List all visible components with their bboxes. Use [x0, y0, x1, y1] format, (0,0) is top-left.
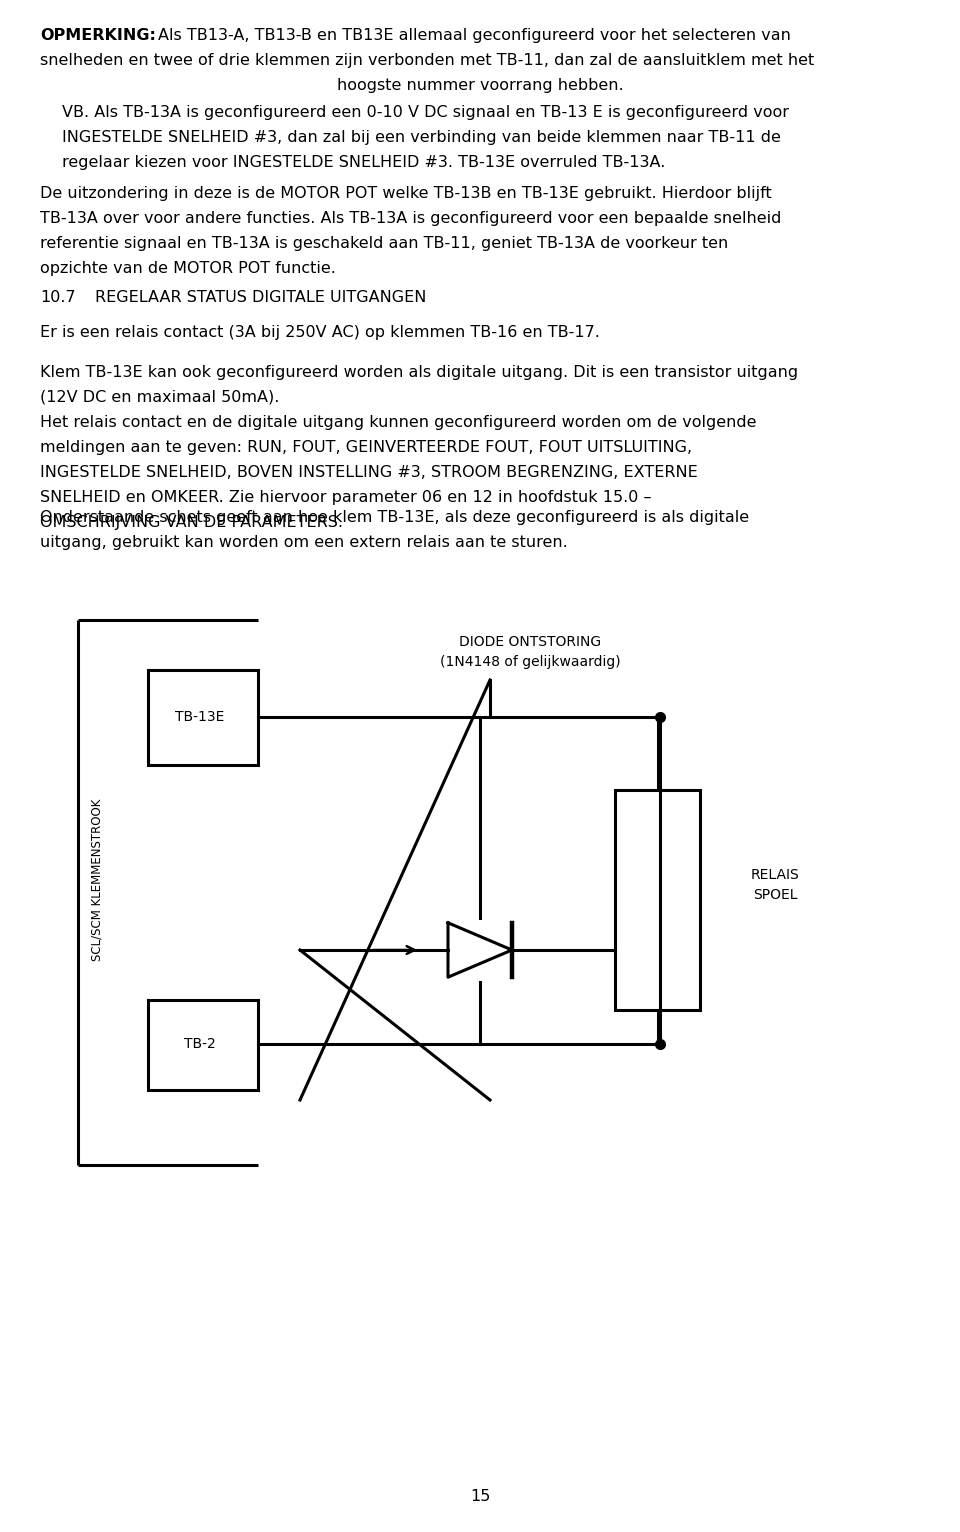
- Text: INGESTELDE SNELHEID, BOVEN INSTELLING #3, STROOM BEGRENZING, EXTERNE: INGESTELDE SNELHEID, BOVEN INSTELLING #3…: [40, 466, 698, 480]
- Text: OPMERKING:: OPMERKING:: [40, 28, 156, 43]
- Text: SCL/SCM KLEMMENSTROOK: SCL/SCM KLEMMENSTROOK: [90, 798, 104, 961]
- Text: Het relais contact en de digitale uitgang kunnen geconfigureerd worden om de vol: Het relais contact en de digitale uitgan…: [40, 415, 756, 430]
- Text: TB-13E: TB-13E: [176, 709, 225, 725]
- Text: (12V DC en maximaal 50mA).: (12V DC en maximaal 50mA).: [40, 391, 279, 404]
- Text: 15: 15: [469, 1489, 491, 1504]
- Text: TB-13A over voor andere functies. Als TB-13A is geconfigureerd voor een bepaalde: TB-13A over voor andere functies. Als TB…: [40, 211, 781, 227]
- Text: opzichte van de MOTOR POT functie.: opzichte van de MOTOR POT functie.: [40, 260, 336, 276]
- Text: OMSCHRIJVING VAN DE PARAMETERS.: OMSCHRIJVING VAN DE PARAMETERS.: [40, 515, 343, 530]
- Bar: [615, 791, 700, 1010]
- Bar: [148, 669, 258, 764]
- Text: Er is een relais contact (3A bij 250V AC) op klemmen TB-16 en TB-17.: Er is een relais contact (3A bij 250V AC…: [40, 325, 600, 340]
- Text: SPOEL: SPOEL: [753, 889, 797, 902]
- Text: Als TB13-A, TB13-B en TB13E allemaal geconfigureerd voor het selecteren van: Als TB13-A, TB13-B en TB13E allemaal gec…: [157, 28, 791, 43]
- Text: hoogste nummer voorrang hebben.: hoogste nummer voorrang hebben.: [337, 78, 623, 93]
- Text: meldingen aan te geven: RUN, FOUT, GEINVERTEERDE FOUT, FOUT UITSLUITING,: meldingen aan te geven: RUN, FOUT, GEINV…: [40, 440, 692, 455]
- Text: uitgang, gebruikt kan worden om een extern relais aan te sturen.: uitgang, gebruikt kan worden om een exte…: [40, 535, 567, 550]
- Text: INGESTELDE SNELHEID #3, dan zal bij een verbinding van beide klemmen naar TB-11 : INGESTELDE SNELHEID #3, dan zal bij een …: [62, 130, 780, 146]
- Text: TB-2: TB-2: [184, 1037, 216, 1051]
- Text: (1N4148 of gelijkwaardig): (1N4148 of gelijkwaardig): [440, 656, 620, 669]
- Text: Klem TB-13E kan ook geconfigureerd worden als digitale uitgang. Dit is een trans: Klem TB-13E kan ook geconfigureerd worde…: [40, 365, 798, 380]
- Text: RELAIS: RELAIS: [751, 869, 800, 882]
- Text: DIODE ONTSTORING: DIODE ONTSTORING: [459, 634, 601, 650]
- Text: SNELHEID en OMKEER. Zie hiervoor parameter 06 en 12 in hoofdstuk 15.0 –: SNELHEID en OMKEER. Zie hiervoor paramet…: [40, 490, 652, 506]
- Text: referentie signaal en TB-13A is geschakeld aan TB-11, geniet TB-13A de voorkeur : referentie signaal en TB-13A is geschake…: [40, 236, 729, 251]
- Text: regelaar kiezen voor INGESTELDE SNELHEID #3. TB-13E overruled TB-13A.: regelaar kiezen voor INGESTELDE SNELHEID…: [62, 155, 665, 170]
- Bar: [148, 1000, 258, 1089]
- Text: snelheden en twee of drie klemmen zijn verbonden met TB-11, dan zal de aansluitk: snelheden en twee of drie klemmen zijn v…: [40, 54, 814, 67]
- Text: Onderstaande schets geeft aan hoe klem TB-13E, als deze geconfigureerd is als di: Onderstaande schets geeft aan hoe klem T…: [40, 510, 749, 525]
- Text: VB. Als TB-13A is geconfigureerd een 0-10 V DC signaal en TB-13 E is geconfigure: VB. Als TB-13A is geconfigureerd een 0-1…: [62, 106, 789, 119]
- Text: De uitzondering in deze is de MOTOR POT welke TB-13B en TB-13E gebruikt. Hierdoo: De uitzondering in deze is de MOTOR POT …: [40, 185, 772, 201]
- Text: REGELAAR STATUS DIGITALE UITGANGEN: REGELAAR STATUS DIGITALE UITGANGEN: [95, 290, 426, 305]
- Text: 10.7: 10.7: [40, 290, 76, 305]
